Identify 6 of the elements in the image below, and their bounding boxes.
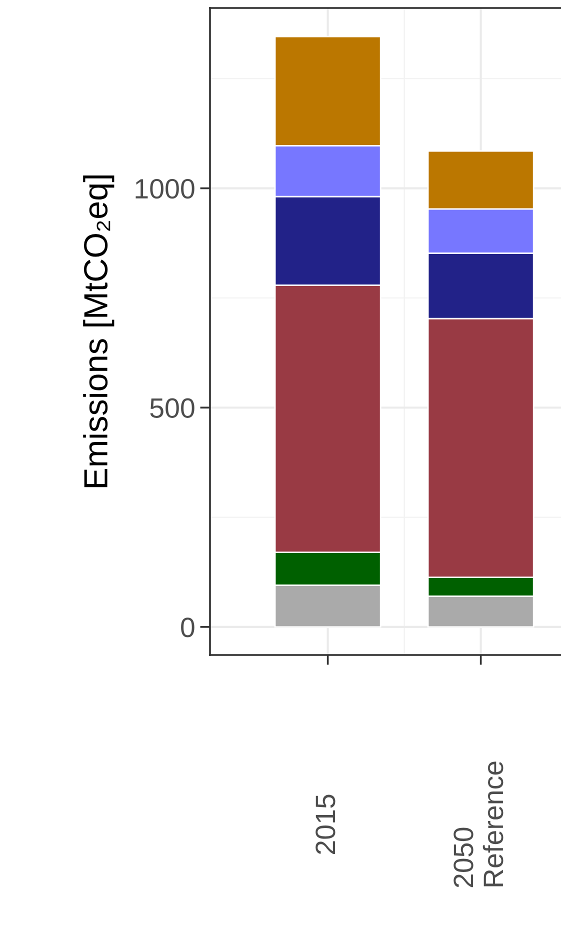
x-tick-label: 2050 Reference — [454, 762, 504, 888]
x-tick-label: 2015 — [316, 794, 336, 854]
y-tick-label: 1000 — [136, 178, 194, 199]
y-tick-label: 500 — [150, 398, 194, 418]
y-axis-title: Emissions [MtCO₂eq] — [83, 176, 114, 488]
y-tick-label: 0 — [181, 618, 194, 638]
